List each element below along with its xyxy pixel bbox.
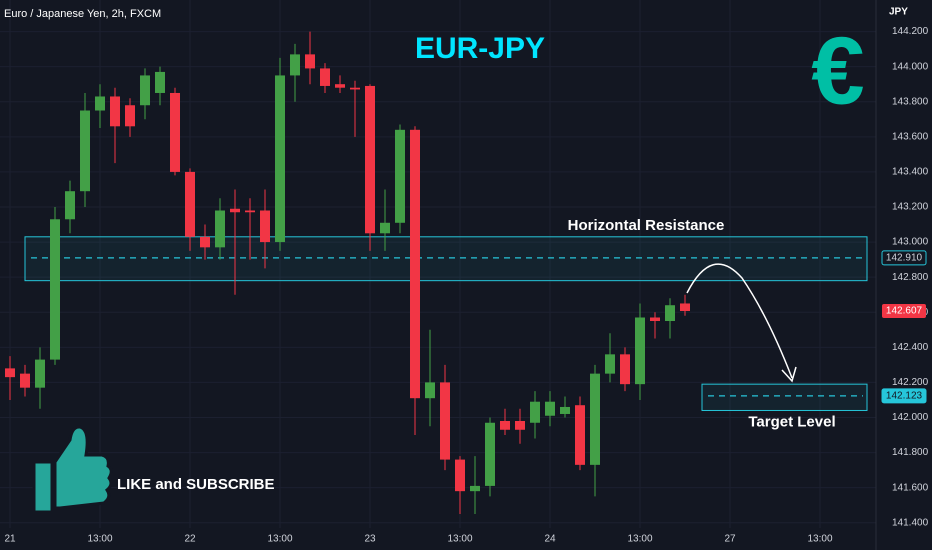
axes: 141.400 141.600 141.800 142.000 142.200 142.4… [4,26,928,544]
call-to-action: LIKE and SUBSCRIBE [117,476,275,493]
candle-body [50,219,60,360]
x-tick-label: 21 [4,534,16,545]
arrow-head [781,366,797,383]
y-tick-label: 143.800 [892,96,929,107]
candle-body [110,96,120,127]
y-tick-label: 143.600 [892,131,929,142]
candle-body [245,210,255,213]
x-tick-label: 22 [184,534,196,545]
candle-body [410,129,420,399]
candle-body [680,303,690,312]
candle-body [515,420,525,430]
x-tick-label: 24 [544,534,556,545]
zones: Horizontal Resistance Target Level [24,217,868,430]
candle-body [230,208,240,213]
y-tick-label: 142.800 [892,272,929,283]
candle-body [650,317,660,322]
candle-body [485,422,495,486]
candle-body [455,459,465,492]
x-tick-label: 13:00 [87,534,112,545]
candle-body [575,405,585,465]
y-tick-label: 141.600 [892,482,929,493]
candle-body [95,96,105,111]
x-tick-label: 13:00 [267,534,292,545]
candle-body [395,129,405,223]
candle-body [200,236,210,248]
arrow-curve [686,263,793,379]
candle-body [320,68,330,86]
x-tick-label: 23 [364,534,376,545]
candle-body [260,210,270,243]
candle-body [665,305,675,322]
y-tick-label: 143.400 [892,167,929,178]
euro-symbol: € [811,17,864,124]
candle-body [185,171,195,237]
candle-body [5,368,15,378]
candle-body [605,354,615,374]
x-tick-label: 13:00 [627,534,652,545]
candle-body [290,54,300,76]
y-tick-label: 144.200 [892,26,929,37]
candle-body [305,54,315,69]
candle-body [35,359,45,388]
candle-body [620,354,630,385]
forecast-arrow [686,263,797,383]
last-price-badge [882,304,926,319]
thumbs-up-icon [32,425,113,514]
candle-body [65,191,75,220]
grid [0,0,876,528]
candle-body [635,317,645,385]
candle-body [125,105,135,127]
level-badge-label: 142.910 [886,253,923,264]
candle-body [590,373,600,465]
y-tick-label: 143.200 [892,202,929,213]
zone [24,236,868,282]
candle-body [425,382,435,399]
candle-body [215,210,225,248]
candles [5,31,690,514]
level-badge-label: 142.123 [886,391,923,402]
x-tick-label: 13:00 [807,534,832,545]
candle-body [20,373,30,388]
candle-body [470,485,480,492]
candle-body [275,75,285,243]
candle-body [170,92,180,172]
candle-body [140,75,150,106]
zone-label: Horizontal Resistance [568,217,725,234]
candle-body [350,87,360,90]
y-tick-label: 143.000 [892,237,929,248]
candle-body [380,222,390,234]
candle-body [545,401,555,416]
candle-body [560,406,570,414]
candle-body [440,382,450,460]
candle-body [335,84,345,88]
level-badge [881,250,927,266]
x-tick-label: 13:00 [447,534,472,545]
x-tick-label: 27 [724,534,736,545]
thumb-cuff [32,460,54,514]
y-tick-label: 142.200 [892,377,929,388]
thumb-hand [53,425,113,510]
level-badge [881,388,927,404]
y-tick-label: 141.400 [892,517,929,528]
headline: EUR-JPY [415,32,545,65]
candle-body [365,85,375,234]
axis-unit: JPY [889,7,908,18]
y-tick-label: 142.400 [892,342,929,353]
y-tick-label: 142.000 [892,412,929,423]
zone [701,383,868,411]
candle-body [80,110,90,192]
chart-title: Euro / Japanese Yen, 2h, FXCM [4,8,161,20]
candle-body [155,71,165,93]
candle-body [500,420,510,430]
last-price-label: 142.607 [886,306,923,317]
candle-body [530,401,540,423]
zone-label: Target Level [748,413,835,430]
y-tick-label: 144.000 [892,61,929,72]
y-tick-label: 141.800 [892,447,929,458]
